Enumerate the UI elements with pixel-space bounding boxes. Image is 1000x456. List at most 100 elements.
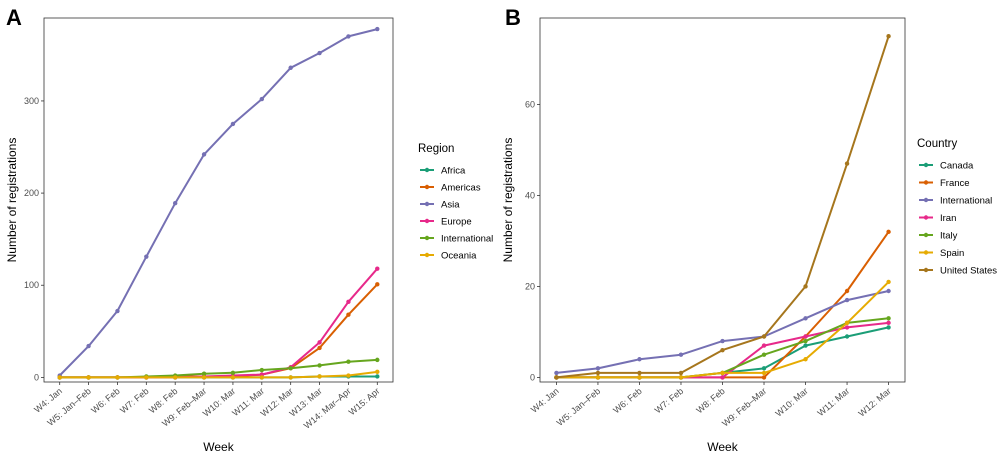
data-point-international: [678, 352, 684, 357]
data-point-united-states: [637, 370, 642, 376]
y-tick-label: 40: [525, 190, 535, 200]
data-point-international: [886, 288, 891, 294]
data-point-united-states: [720, 347, 725, 353]
data-point-spain: [761, 370, 767, 376]
x-tick-label: W7: Feb: [118, 386, 150, 416]
y-tick-label: 20: [525, 281, 535, 291]
legend-key-point: [424, 184, 430, 190]
legend-label: Iran: [940, 213, 956, 224]
data-point-oceania: [375, 369, 380, 375]
data-point-united-states: [886, 34, 891, 39]
y-tick-label: 60: [525, 99, 535, 109]
y-axis-title: Number of registrations: [5, 138, 19, 263]
legend-key-point: [424, 201, 430, 207]
legend-key-point: [424, 167, 430, 173]
data-point-united-states: [761, 334, 767, 339]
data-point-americas: [346, 312, 351, 317]
data-point-africa: [375, 374, 380, 379]
data-point-oceania: [57, 375, 62, 380]
series-line-asia: [58, 28, 378, 377]
data-point-asia: [288, 65, 293, 70]
data-point-international: [346, 359, 351, 364]
data-point-canada: [886, 325, 891, 330]
legend-label: Asia: [441, 200, 460, 211]
legend-key-point: [424, 252, 430, 258]
y-axis-title: Number of registrations: [501, 138, 515, 263]
data-point-oceania: [230, 375, 236, 380]
data-point-international: [554, 370, 559, 376]
series-france: [554, 229, 891, 380]
data-point-iran: [803, 334, 808, 339]
x-tick-label: W12: Mar: [857, 386, 893, 419]
series-line-italy: [556, 317, 889, 379]
data-point-oceania: [201, 375, 207, 380]
data-point-europe: [375, 266, 380, 271]
data-point-spain: [886, 279, 891, 285]
x-tick-label: W6: Feb: [611, 386, 643, 416]
legend-label: International: [441, 234, 493, 245]
y-tick-label: 200: [24, 188, 39, 198]
data-point-asia: [201, 152, 207, 157]
x-tick-label: W4: Jan: [529, 386, 561, 415]
legend: Country Canada France International Iran Ital…: [917, 138, 997, 277]
x-tick-label: W10: Mar: [774, 386, 810, 419]
series-asia: [57, 26, 380, 378]
legend-label: France: [940, 178, 970, 189]
legend-label: Europe: [441, 217, 472, 228]
legend-key-point: [923, 232, 929, 238]
series-international: [554, 288, 891, 376]
data-point-canada: [761, 366, 767, 371]
data-point-spain: [844, 320, 850, 326]
y-tick-label: 300: [24, 96, 39, 106]
series-line-spain: [556, 281, 890, 379]
data-point-europe: [346, 299, 351, 305]
x-tick-label: W8: Feb: [694, 386, 726, 416]
series-line-canada: [556, 326, 889, 379]
data-point-canada: [844, 334, 850, 339]
data-point-oceania: [259, 375, 265, 380]
data-point-italy: [886, 316, 891, 321]
legend-label: Oceania: [441, 251, 477, 262]
data-point-italy: [761, 352, 767, 357]
data-point-asia: [86, 343, 91, 349]
data-point-international: [375, 357, 380, 363]
data-point-spain: [720, 370, 725, 376]
legend-label: Spain: [940, 248, 964, 259]
data-point-international: [259, 367, 265, 373]
data-point-iran: [886, 320, 891, 326]
data-point-americas: [317, 345, 322, 351]
legend-key-point: [923, 215, 929, 220]
x-tick-label: W9: Feb–Mar: [720, 386, 768, 429]
data-point-spain: [595, 375, 601, 380]
data-point-asia: [230, 121, 236, 127]
y-tick-label: 0: [530, 372, 535, 382]
x-axis-title: Week: [203, 440, 234, 454]
data-point-asia: [346, 34, 351, 39]
series-oceania: [57, 369, 380, 380]
data-point-france: [886, 229, 891, 235]
data-point-iran: [720, 375, 725, 380]
legend-title: Region: [418, 143, 454, 155]
legend-key-point: [923, 267, 929, 273]
legend-label: Canada: [940, 161, 974, 172]
plot-area: [43, 17, 394, 383]
data-point-oceania: [115, 375, 120, 380]
x-tick-label: W6: Feb: [89, 386, 121, 416]
data-point-spain: [637, 375, 642, 380]
series-italy: [554, 316, 891, 380]
legend-label: United States: [940, 266, 997, 277]
data-point-spain: [803, 357, 808, 362]
panel-letter: B: [505, 5, 521, 30]
legend-label: Italy: [940, 231, 958, 242]
data-point-international: [720, 338, 725, 344]
legend-key-point: [923, 197, 929, 203]
legend-label: International: [940, 196, 992, 207]
series-line-international: [59, 358, 378, 379]
legend-key-point: [923, 180, 929, 185]
data-point-united-states: [554, 375, 559, 380]
series-line-international: [556, 290, 889, 374]
data-point-europe: [317, 340, 322, 345]
data-point-international: [637, 357, 642, 362]
